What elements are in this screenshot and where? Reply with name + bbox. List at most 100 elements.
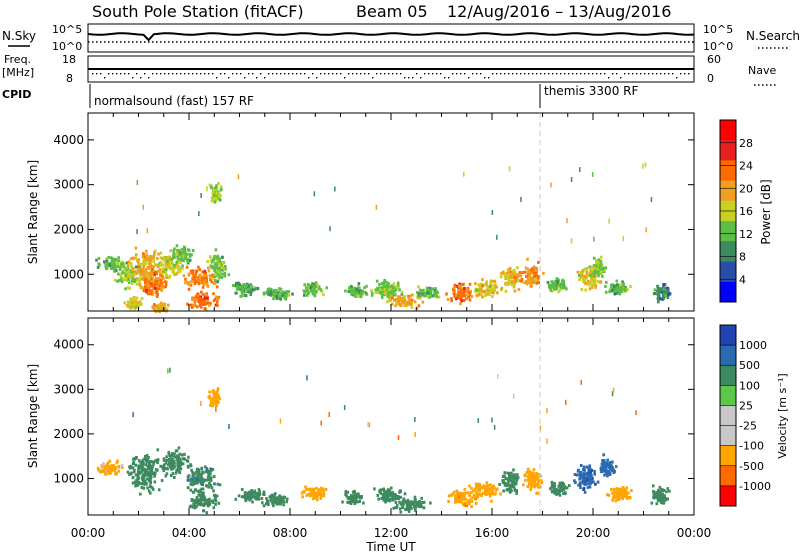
heatmap-cell bbox=[127, 281, 131, 284]
heatmap-cell bbox=[97, 256, 101, 260]
heatmap-cell bbox=[396, 297, 399, 301]
heatmap-cell bbox=[167, 368, 169, 374]
heatmap-cell bbox=[152, 460, 155, 464]
heatmap-cell bbox=[154, 468, 158, 471]
heatmap-cell bbox=[136, 229, 138, 235]
heatmap-cell bbox=[100, 466, 104, 470]
heatmap-cell bbox=[385, 288, 388, 292]
heatmap-cell bbox=[212, 299, 216, 303]
heatmap-cell bbox=[389, 287, 392, 291]
heatmap-cell bbox=[611, 288, 614, 292]
heatmap-cell bbox=[147, 259, 151, 263]
heatmap-cell bbox=[612, 471, 616, 474]
power-xaxis bbox=[87, 113, 695, 311]
nave-dot bbox=[644, 73, 646, 75]
heatmap-cell bbox=[181, 267, 184, 271]
heatmap-cell bbox=[380, 282, 384, 285]
heatmap-cell bbox=[558, 481, 562, 485]
heatmap-cell bbox=[393, 293, 397, 297]
heatmap-cell bbox=[622, 284, 625, 288]
heatmap-cell bbox=[406, 498, 410, 502]
heatmap-cell bbox=[407, 294, 410, 298]
heatmap-cell bbox=[129, 297, 132, 301]
heatmap-cell bbox=[362, 501, 365, 505]
nave-dot bbox=[576, 73, 578, 75]
heatmap-cell bbox=[213, 269, 216, 273]
heatmap-cell bbox=[198, 300, 201, 304]
heatmap-cell bbox=[197, 498, 201, 502]
heatmap-cell bbox=[611, 391, 614, 397]
heatmap-cell bbox=[593, 472, 596, 476]
colorbar-segment bbox=[720, 180, 736, 202]
heatmap-cell bbox=[155, 295, 159, 298]
heatmap-cell bbox=[588, 466, 591, 470]
heatmap-cell bbox=[216, 399, 219, 403]
heatmap-cell bbox=[351, 497, 354, 501]
heatmap-cell bbox=[117, 259, 121, 263]
heatmap-cell bbox=[134, 246, 138, 250]
heatmap-cell bbox=[593, 236, 595, 242]
heatmap-cell bbox=[151, 287, 155, 291]
heatmap-cell bbox=[265, 290, 268, 294]
heatmap-cell bbox=[370, 288, 373, 292]
heatmap-cell bbox=[248, 491, 252, 495]
heatmap-cell bbox=[328, 412, 330, 418]
heatmap-cell bbox=[592, 282, 596, 286]
heatmap-cell bbox=[301, 495, 304, 499]
nave-dot bbox=[420, 77, 422, 79]
heatmap-cell bbox=[625, 494, 628, 498]
heatmap-cell bbox=[216, 280, 219, 284]
heatmap-cell bbox=[394, 501, 398, 504]
heatmap-cell bbox=[408, 501, 412, 505]
heatmap-cell bbox=[178, 269, 182, 273]
heatmap-cell bbox=[518, 274, 521, 278]
heatmap-cell bbox=[656, 491, 659, 494]
heatmap-cell bbox=[459, 285, 463, 289]
heatmap-cell bbox=[611, 283, 614, 287]
colorbar-segment bbox=[720, 241, 736, 262]
heatmap-cell bbox=[204, 470, 208, 474]
heatmap-cell bbox=[309, 491, 312, 495]
heatmap-cell bbox=[191, 474, 195, 478]
heatmap-cell bbox=[407, 501, 410, 505]
heatmap-cell bbox=[171, 262, 174, 266]
heatmap-cell bbox=[660, 493, 664, 497]
heatmap-cell bbox=[149, 460, 153, 464]
heatmap-cell bbox=[244, 499, 248, 503]
heatmap-cell bbox=[588, 478, 592, 482]
heatmap-cell bbox=[199, 474, 203, 477]
heatmap-cell bbox=[272, 497, 276, 501]
nave-dot bbox=[424, 73, 426, 75]
nave-dot bbox=[632, 73, 634, 75]
heatmap-cell bbox=[457, 296, 460, 300]
nave-dot bbox=[548, 73, 550, 75]
heatmap-cell bbox=[468, 498, 471, 502]
heatmap-cell bbox=[134, 265, 138, 269]
heatmap-cell bbox=[404, 301, 408, 305]
heatmap-cell bbox=[212, 292, 215, 296]
heatmap-cell bbox=[200, 290, 203, 294]
heatmap-cell bbox=[481, 278, 484, 282]
heatmap-cell bbox=[334, 186, 336, 192]
heatmap-cell bbox=[267, 503, 270, 507]
heatmap-cell bbox=[177, 446, 181, 450]
heatmap-cell bbox=[509, 270, 513, 274]
heatmap-cell bbox=[138, 267, 142, 271]
heatmap-cell bbox=[167, 461, 171, 465]
heatmap-cell bbox=[520, 278, 524, 281]
heatmap-cell bbox=[165, 274, 169, 278]
heatmap-cell bbox=[581, 475, 585, 479]
heatmap-cell bbox=[127, 305, 130, 309]
heatmap-cell bbox=[201, 487, 205, 491]
heatmap-cell bbox=[274, 289, 277, 293]
heatmap-cell bbox=[419, 294, 423, 298]
heatmap-cell bbox=[582, 477, 585, 481]
heatmap-cell bbox=[199, 501, 202, 504]
heatmap-cell bbox=[123, 277, 126, 281]
heatmap-cell bbox=[359, 293, 363, 297]
heatmap-cell bbox=[496, 234, 498, 240]
heatmap-cell bbox=[157, 287, 160, 291]
heatmap-cell bbox=[214, 279, 217, 282]
heatmap-cell bbox=[319, 288, 323, 292]
nsky-tick-top: 10^5 bbox=[52, 23, 82, 36]
